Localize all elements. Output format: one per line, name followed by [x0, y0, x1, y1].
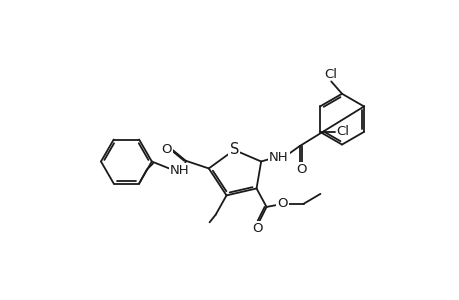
Text: Cl: Cl [324, 68, 337, 81]
Text: NH: NH [169, 164, 189, 177]
Text: O: O [252, 222, 262, 235]
Text: O: O [277, 197, 287, 210]
Text: O: O [296, 163, 307, 176]
Text: S: S [229, 142, 238, 158]
Text: Cl: Cl [335, 125, 348, 138]
Text: NH: NH [269, 151, 288, 164]
Text: O: O [161, 143, 171, 157]
